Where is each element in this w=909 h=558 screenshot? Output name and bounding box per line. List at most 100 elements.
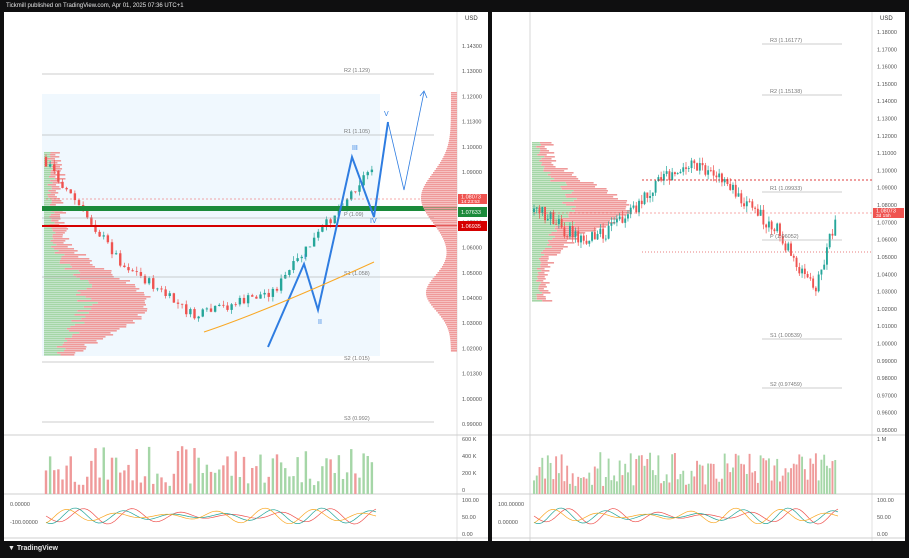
volume-profile-bar — [77, 290, 137, 292]
volume-profile-bar — [59, 262, 90, 264]
volume-profile-bar — [44, 200, 52, 202]
volume-profile-bar — [44, 246, 52, 248]
volume-profile-bar — [61, 256, 79, 258]
right-volume-profile-bar — [442, 158, 457, 160]
candle-body — [604, 238, 607, 240]
candle-body — [729, 183, 732, 190]
volume-profile-bar — [532, 284, 540, 286]
pivot-level-label: R1 (1.105) — [344, 129, 370, 135]
volume-profile-bar — [532, 292, 543, 294]
volume-profile-bar — [555, 226, 607, 228]
right-volume-profile-bar — [434, 224, 457, 226]
volume-profile-bar — [542, 162, 552, 164]
volume-profile-bar — [85, 316, 142, 318]
right-chart-canvas[interactable]: USD 1.18000 1.17000 1.16000 1.15000 1.14000 1.… — [492, 12, 905, 549]
volume-profile-bar — [44, 260, 60, 262]
candle-body — [251, 295, 254, 297]
volume-profile-bar — [532, 288, 539, 290]
volume-profile-bar — [532, 260, 541, 262]
right-volume-profile-bar — [423, 186, 457, 188]
price-tick-label: 1.01300 — [462, 372, 482, 378]
volume-bar — [740, 463, 743, 494]
volume-profile-bar — [540, 150, 550, 152]
right-volume-profile-bar — [450, 118, 457, 120]
left-chart-canvas[interactable]: USD 1.14300 1.13000 1.12000 1.11300 1.10000 1.… — [4, 12, 488, 549]
volume-bar — [189, 483, 192, 494]
candle-body — [767, 221, 770, 228]
candle-body — [718, 173, 721, 178]
volume-profile-bar — [532, 194, 566, 196]
volume-bar — [106, 479, 110, 494]
volume-bar — [817, 480, 820, 494]
price-tick-label: 1.01000 — [877, 324, 897, 330]
candle-body — [143, 275, 147, 284]
tradingview-logo-icon: ▼ — [8, 545, 15, 552]
volume-bar — [333, 472, 336, 494]
volume-profile-bar — [44, 300, 78, 302]
price-tick-label: 1.05000 — [462, 271, 482, 277]
right-volume-profile-bar — [449, 336, 457, 338]
candle-body — [618, 216, 621, 220]
volume-bar — [557, 473, 560, 494]
oscillator-tick-label: 100.00 — [462, 498, 479, 504]
right-volume-profile-bar — [450, 108, 457, 110]
volume-bar — [615, 481, 618, 494]
right-volume-profile-bar — [450, 342, 457, 344]
volume-profile-bar — [44, 328, 67, 330]
candle-body — [734, 184, 737, 197]
volume-profile-bar — [532, 240, 548, 242]
right-volume-profile-bar — [429, 302, 457, 304]
volume-profile-bar — [532, 264, 541, 266]
candle-body — [73, 193, 77, 201]
volume-bar — [205, 464, 209, 494]
volume-profile-bar — [44, 256, 62, 258]
candle-body — [834, 219, 837, 236]
projection-arrowhead — [419, 90, 428, 99]
volume-profile-bar — [532, 238, 553, 240]
price-tick-label: 1.00000 — [462, 397, 482, 403]
volume-profile-bar — [536, 296, 546, 298]
right-volume-profile-bar — [446, 324, 457, 326]
left-chart-panel[interactable]: USD 1.14300 1.13000 1.12000 1.11300 1.10000 1.… — [4, 12, 488, 549]
right-volume-profile-bar — [426, 294, 457, 296]
volume-profile-bar — [51, 200, 62, 202]
right-volume-profile-bar — [426, 290, 457, 292]
volume-profile-bar — [44, 204, 50, 206]
candle-body — [566, 236, 569, 238]
candle-body — [271, 288, 275, 297]
volume-profile-bar — [532, 188, 562, 190]
volume-bar — [604, 477, 607, 494]
volume-bar — [119, 472, 122, 494]
volume-bar — [560, 454, 563, 494]
volume-bar — [143, 476, 147, 494]
volume-profile-bar — [44, 232, 56, 234]
price-tick-label: 1.10000 — [462, 145, 482, 151]
volume-bar — [127, 464, 130, 494]
volume-profile-bar — [44, 354, 61, 356]
candle-body — [555, 223, 558, 225]
right-chart-panel[interactable]: USD 1.18000 1.17000 1.16000 1.15000 1.14000 1.… — [492, 12, 905, 549]
volume-bar — [147, 446, 151, 494]
volume-profile-bar — [532, 232, 552, 234]
volume-bar — [814, 453, 817, 494]
candle-body — [234, 304, 237, 306]
volume-bar — [535, 475, 538, 494]
volume-bar — [246, 483, 250, 494]
candle-body — [679, 171, 682, 174]
right-volume-profile-bar — [446, 250, 457, 252]
volume-profile-bar — [44, 212, 55, 214]
price-tick-label: 1.04000 — [462, 296, 482, 302]
candle-body — [621, 216, 624, 223]
candle-body — [557, 219, 560, 225]
volume-bar — [222, 465, 225, 494]
red-level-tag — [458, 221, 487, 231]
candle-body — [538, 207, 541, 214]
price-tick-label: 1.09000 — [462, 170, 482, 176]
volume-profile-bar — [44, 278, 80, 280]
candle-body — [275, 288, 279, 291]
volume-profile-bar — [532, 146, 537, 148]
oscillator-line — [45, 508, 377, 525]
volume-profile-bar — [50, 180, 60, 182]
volume-profile-bar — [536, 298, 546, 300]
candle-body — [321, 226, 324, 232]
